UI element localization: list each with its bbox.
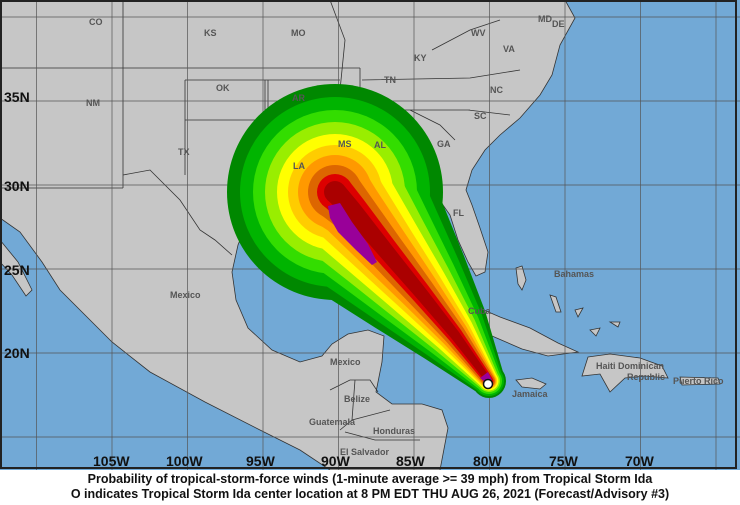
lon-label: 95W	[246, 453, 276, 469]
state-label: MD	[538, 14, 552, 24]
state-label: MS	[338, 139, 352, 149]
country-labels: Mexico Mexico Bahamas Cuba Haiti Dominic…	[170, 269, 724, 457]
state-label: AL	[374, 140, 386, 150]
state-label: KY	[414, 53, 427, 63]
lon-label: 70W	[625, 453, 655, 469]
country-label: El Salvador	[340, 447, 390, 457]
longitude-labels: 105W 100W 95W 90W 85W 80W 75W 70W	[93, 453, 655, 469]
state-label: FL	[453, 208, 464, 218]
lat-label: 20N	[4, 345, 30, 361]
wind-probability-map: CO KS MO KY WV VA MD DE NM OK AR TN NC S…	[0, 0, 740, 470]
state-label: TX	[178, 147, 190, 157]
state-label: CO	[89, 17, 103, 27]
state-label: SC	[474, 111, 487, 121]
country-label: Guatemala	[309, 417, 356, 427]
country-label: Belize	[344, 394, 370, 404]
caption-line-1: Probability of tropical-storm-force wind…	[87, 472, 653, 486]
state-label: MO	[291, 28, 306, 38]
lon-label: 75W	[549, 453, 579, 469]
jamaica	[515, 377, 547, 390]
lon-label: 90W	[321, 453, 351, 469]
state-label: NC	[490, 85, 503, 95]
state-label: NM	[86, 98, 100, 108]
country-label: Jamaica	[512, 389, 549, 399]
lat-label: 30N	[4, 178, 30, 194]
bahamas	[515, 265, 621, 337]
country-label: Haiti	[596, 361, 616, 371]
state-label: AR	[292, 93, 305, 103]
country-label: Honduras	[373, 426, 415, 436]
storm-center-marker	[482, 378, 494, 390]
state-label: GA	[437, 139, 451, 149]
country-label: Puerto Rico	[673, 376, 724, 386]
puerto-rico	[679, 376, 721, 386]
state-label: KS	[204, 28, 217, 38]
hispaniola	[581, 353, 669, 393]
lon-label: 85W	[396, 453, 426, 469]
state-label: VA	[503, 44, 515, 54]
lon-label: 80W	[473, 453, 503, 469]
state-labels: CO KS MO KY WV VA MD DE NM OK AR TN NC S…	[86, 14, 565, 218]
country-label: Bahamas	[554, 269, 594, 279]
state-label: OK	[216, 83, 230, 93]
state-label: LA	[293, 161, 305, 171]
lat-label: 25N	[4, 262, 30, 278]
country-label: Mexico	[170, 290, 201, 300]
caption-line-2: O indicates Tropical Storm Ida center lo…	[70, 487, 670, 501]
lon-label: 105W	[93, 453, 130, 469]
country-label: Mexico	[330, 357, 361, 367]
probability-band-core	[328, 203, 492, 382]
country-label: Cuba	[468, 306, 491, 316]
baja-california	[0, 239, 33, 297]
lon-label: 100W	[166, 453, 203, 469]
probability-bands	[227, 84, 506, 398]
map-frame	[0, 0, 737, 469]
country-label: Dominican	[618, 361, 664, 371]
latitude-labels: 35N 30N 25N 20N	[4, 89, 30, 361]
state-label: DE	[552, 19, 565, 29]
country-label: Republic	[627, 372, 665, 382]
lat-label: 35N	[4, 89, 30, 105]
state-label: TN	[384, 75, 396, 85]
state-label: WV	[471, 28, 486, 38]
